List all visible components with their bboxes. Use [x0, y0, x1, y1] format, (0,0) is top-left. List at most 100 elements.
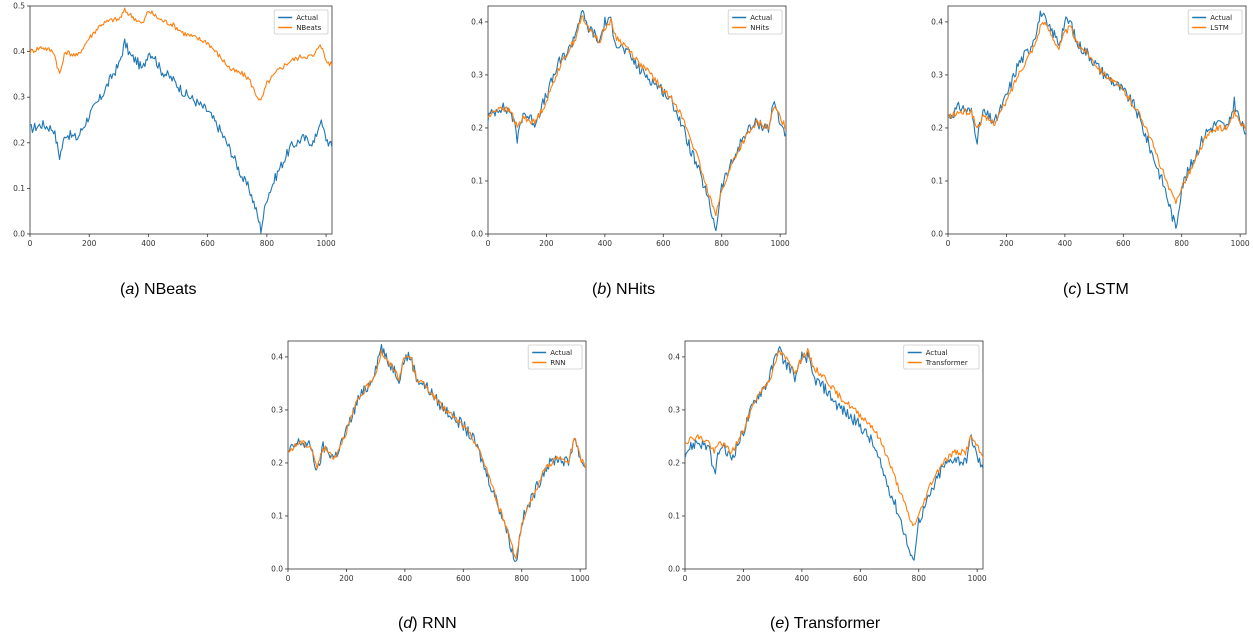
legend-entry: RNN [550, 359, 565, 367]
y-tick-label: 0.2 [271, 458, 283, 467]
series-line-actual [287, 343, 587, 562]
x-tick-label: 200 [539, 239, 554, 248]
x-tick-label: 600 [200, 239, 215, 248]
chart-a-svg: 0 200 400 600 800 1000 0.0 0.1 0.2 0.3 0.4 0.5 Actua… [13, 2, 336, 249]
plot-frame [947, 5, 1247, 235]
chart-e-svg: 0 200 400 600 800 1000 0.0 0.1 0.2 0.3 0.4 Actual Tr… [668, 340, 987, 583]
caption-a-letter: a [125, 281, 135, 298]
y-tick-label: 0.4 [471, 17, 483, 26]
x-tick-label: 800 [912, 574, 927, 583]
y-tick-label: 0.1 [668, 511, 680, 520]
x-tick-label: 0 [486, 239, 491, 248]
x-tick-label: 800 [515, 574, 530, 583]
x-tick-label: 600 [456, 574, 471, 583]
legend-entry: LSTM [1210, 24, 1229, 32]
y-tick-label: 0.3 [471, 70, 483, 79]
x-tick-label: 200 [736, 574, 751, 583]
x-tick-label: 200 [339, 574, 354, 583]
legend-entry: Actual [1210, 14, 1232, 22]
caption-c-label: LSTM [1086, 281, 1129, 298]
series-line-actual [29, 38, 333, 234]
x-tick-label: 600 [853, 574, 868, 583]
caption-d-letter: d [403, 615, 413, 632]
x-tick-label: 800 [260, 239, 275, 248]
y-tick-label: 0.3 [931, 70, 943, 79]
x-tick-label: 1000 [317, 239, 336, 248]
chart-panel-d: 0 200 400 600 800 1000 0.0 0.1 0.2 0.3 0.4 Actual RN… [255, 335, 615, 625]
chart-d-svg: 0 200 400 600 800 1000 0.0 0.1 0.2 0.3 0.4 Actual RN… [271, 340, 590, 583]
x-tick-label: 400 [141, 239, 156, 248]
caption-c-letter: c [1068, 281, 1077, 298]
y-tick-label: 0.5 [13, 2, 25, 11]
caption-e-letter: e [775, 615, 785, 632]
chart-panel-b: 0 200 400 600 800 1000 0.0 0.1 0.2 0.3 0.4 Actual NH… [450, 0, 810, 290]
x-tick-label: 0 [286, 574, 291, 583]
x-tick-label: 1000 [771, 239, 790, 248]
y-tick-label: 0.3 [13, 93, 25, 102]
legend-entry: NHits [750, 24, 769, 32]
series-line-rnn [287, 349, 587, 560]
x-tick-label: 0 [683, 574, 688, 583]
chart-c-svg: 0 200 400 600 800 1000 0.0 0.1 0.2 0.3 0.4 Actual LS… [931, 5, 1250, 248]
caption-e-label: Transformer [793, 615, 881, 632]
chart-b-svg: 0 200 400 600 800 1000 0.0 0.1 0.2 0.3 0.4 Actual NH… [471, 5, 790, 248]
x-tick-label: 1000 [968, 574, 987, 583]
x-tick-label: 400 [598, 239, 613, 248]
legend-entry: Actual [296, 14, 318, 22]
x-tick-label: 0 [946, 239, 951, 248]
x-tick-label: 1000 [571, 574, 590, 583]
plot-frame [287, 340, 587, 570]
caption-a-label: NBeats [144, 281, 197, 298]
x-tick-label: 200 [999, 239, 1014, 248]
y-tick-label: 0.0 [271, 565, 283, 574]
x-tick-label: 600 [1116, 239, 1131, 248]
y-tick-label: 0.2 [668, 458, 680, 467]
legend-entry: Actual [926, 349, 948, 357]
series-line-transformer [684, 347, 984, 527]
y-tick-label: 0.2 [471, 123, 483, 132]
caption-b-letter: b [597, 281, 607, 298]
series-line-nhits [487, 15, 787, 217]
y-tick-label: 0.4 [13, 47, 25, 56]
x-tick-label: 600 [656, 239, 671, 248]
chart-panel-a: 0 200 400 600 800 1000 0.0 0.1 0.2 0.3 0.4 0.5 Actua… [0, 0, 360, 290]
y-tick-label: 0.0 [931, 230, 943, 239]
x-tick-label: 400 [795, 574, 810, 583]
x-tick-label: 200 [82, 239, 97, 248]
chart-panel-e: 0 200 400 600 800 1000 0.0 0.1 0.2 0.3 0.4 Actual Tr… [650, 335, 1010, 625]
y-tick-label: 0.4 [668, 352, 680, 361]
legend-entry: Transformer [925, 359, 968, 367]
y-tick-label: 0.1 [931, 176, 943, 185]
y-tick-label: 0.3 [668, 405, 680, 414]
y-tick-label: 0.1 [271, 511, 283, 520]
legend-entry: NBeats [296, 24, 321, 32]
caption-b-label: NHits [616, 281, 656, 298]
y-tick-label: 0.2 [931, 123, 943, 132]
chart-panel-c: 0 200 400 600 800 1000 0.0 0.1 0.2 0.3 0.4 Actual LS… [910, 0, 1253, 290]
y-tick-label: 0.0 [471, 230, 483, 239]
legend-box [903, 344, 980, 370]
x-tick-label: 800 [1175, 239, 1190, 248]
caption-e: (e) Transformer [770, 615, 881, 632]
y-tick-label: 0.3 [271, 405, 283, 414]
y-tick-label: 0.1 [13, 184, 25, 193]
y-tick-label: 0.2 [13, 138, 25, 147]
x-tick-label: 0 [28, 239, 33, 248]
legend-entry: Actual [750, 14, 772, 22]
caption-c: (c) LSTM [1063, 281, 1129, 298]
caption-b: (b) NHits [592, 281, 656, 298]
y-tick-label: 0.4 [271, 352, 283, 361]
caption-d-label: RNN [422, 615, 457, 632]
x-tick-label: 400 [398, 574, 413, 583]
caption-a: (a) NBeats [120, 281, 197, 298]
x-tick-label: 1000 [1231, 239, 1250, 248]
series-line-lstm [947, 21, 1247, 205]
y-tick-label: 0.4 [931, 17, 943, 26]
plot-frame [29, 5, 333, 235]
plot-frame [684, 340, 984, 570]
caption-d: (d) RNN [398, 615, 457, 632]
series-line-nbeats [29, 7, 333, 101]
x-tick-label: 400 [1058, 239, 1073, 248]
legend-entry: Actual [550, 349, 572, 357]
y-tick-label: 0.0 [13, 230, 25, 239]
